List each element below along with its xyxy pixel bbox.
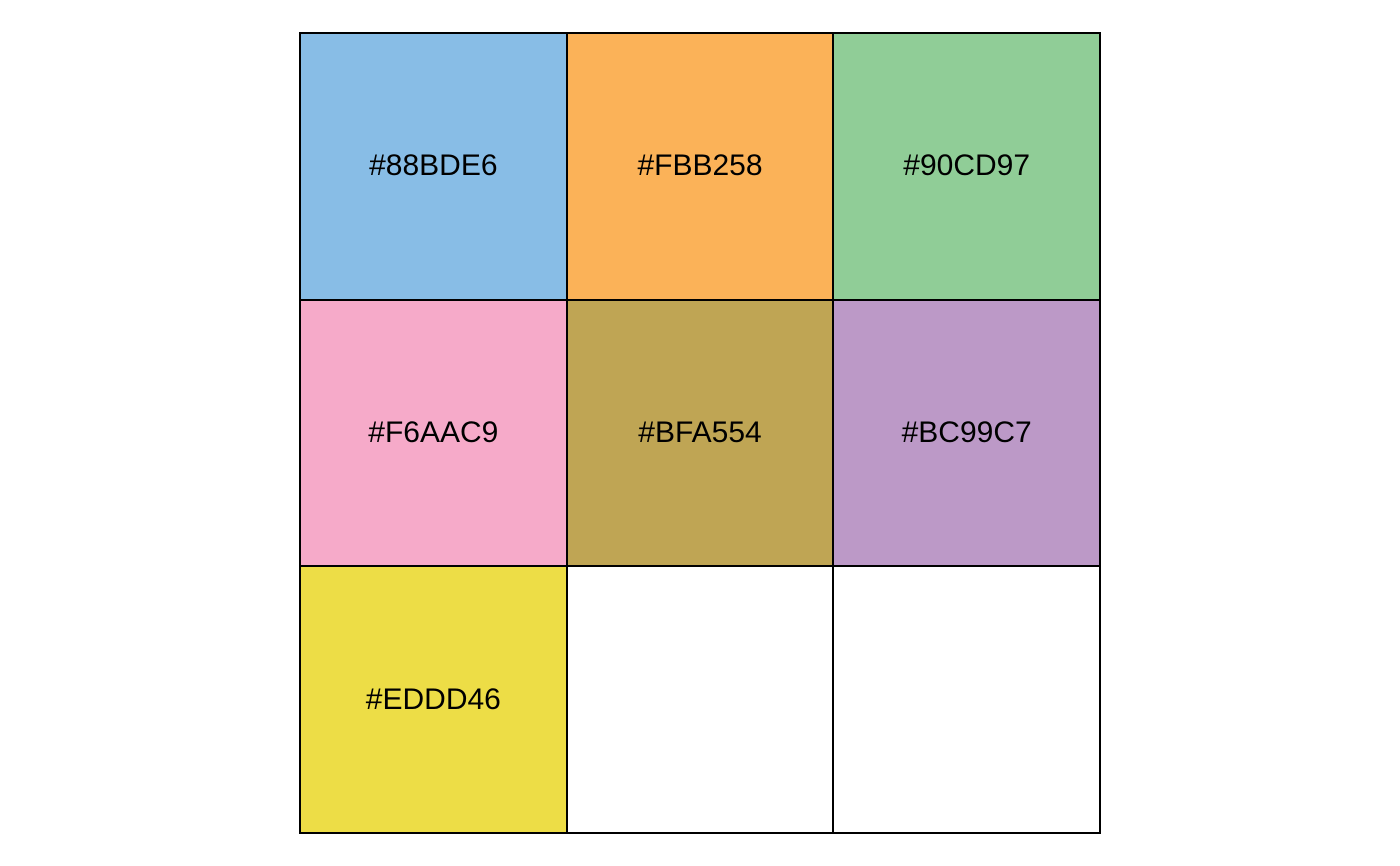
empty-swatch (567, 567, 835, 834)
swatch-hex-label: #88BDE6 (369, 149, 498, 183)
color-swatch: #BC99C7 (834, 300, 1101, 568)
color-swatch: #88BDE6 (301, 34, 568, 301)
swatch-hex-label: #90CD97 (903, 149, 1031, 183)
swatch-hex-label: #F6AAC9 (368, 415, 499, 449)
color-swatch: #FBB258 (567, 34, 835, 301)
color-palette-grid: #88BDE6 #FBB258 #90CD97 #F6AAC9 #BFA554 … (299, 32, 1101, 834)
swatch-hex-label: #EDDD46 (365, 682, 501, 716)
color-swatch: #90CD97 (834, 34, 1101, 301)
swatch-hex-label: #FBB258 (637, 149, 763, 183)
empty-swatch (834, 567, 1101, 834)
swatch-hex-label: #BC99C7 (901, 415, 1032, 449)
swatch-hex-label: #BFA554 (638, 415, 762, 449)
color-swatch: #F6AAC9 (301, 300, 568, 568)
color-swatch: #BFA554 (567, 300, 835, 568)
color-swatch: #EDDD46 (301, 567, 568, 834)
